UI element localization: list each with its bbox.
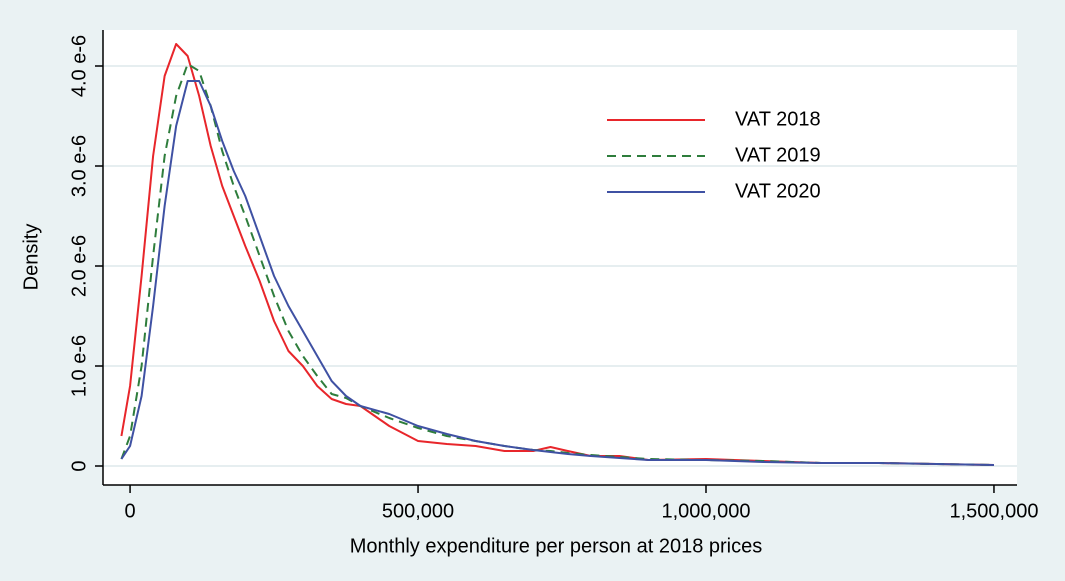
x-axis-label: Monthly expenditure per person at 2018 p… xyxy=(350,535,762,557)
x-tick-label: 1,500,000 xyxy=(949,500,1038,522)
y-axis-label: Density xyxy=(20,224,42,291)
y-tick-label: 0 xyxy=(68,460,90,471)
x-tick-label: 500,000 xyxy=(382,500,454,522)
plot-area xyxy=(103,30,1017,485)
density-line xyxy=(120,80,994,466)
y-tick-label: 4.0 e-6 xyxy=(68,35,90,97)
y-tick-label: 2.0 e-6 xyxy=(68,235,90,297)
y-tick-label: 3.0 e-6 xyxy=(68,135,90,197)
density-line xyxy=(120,63,994,466)
x-tick-label: 0 xyxy=(125,500,136,522)
legend-label: VAT 2019 xyxy=(735,144,821,166)
legend-label: VAT 2020 xyxy=(735,180,821,202)
x-tick-label: 1,000,000 xyxy=(662,500,751,522)
y-tick-label: 1.0 e-6 xyxy=(68,335,90,397)
legend-label: VAT 2018 xyxy=(735,108,821,130)
